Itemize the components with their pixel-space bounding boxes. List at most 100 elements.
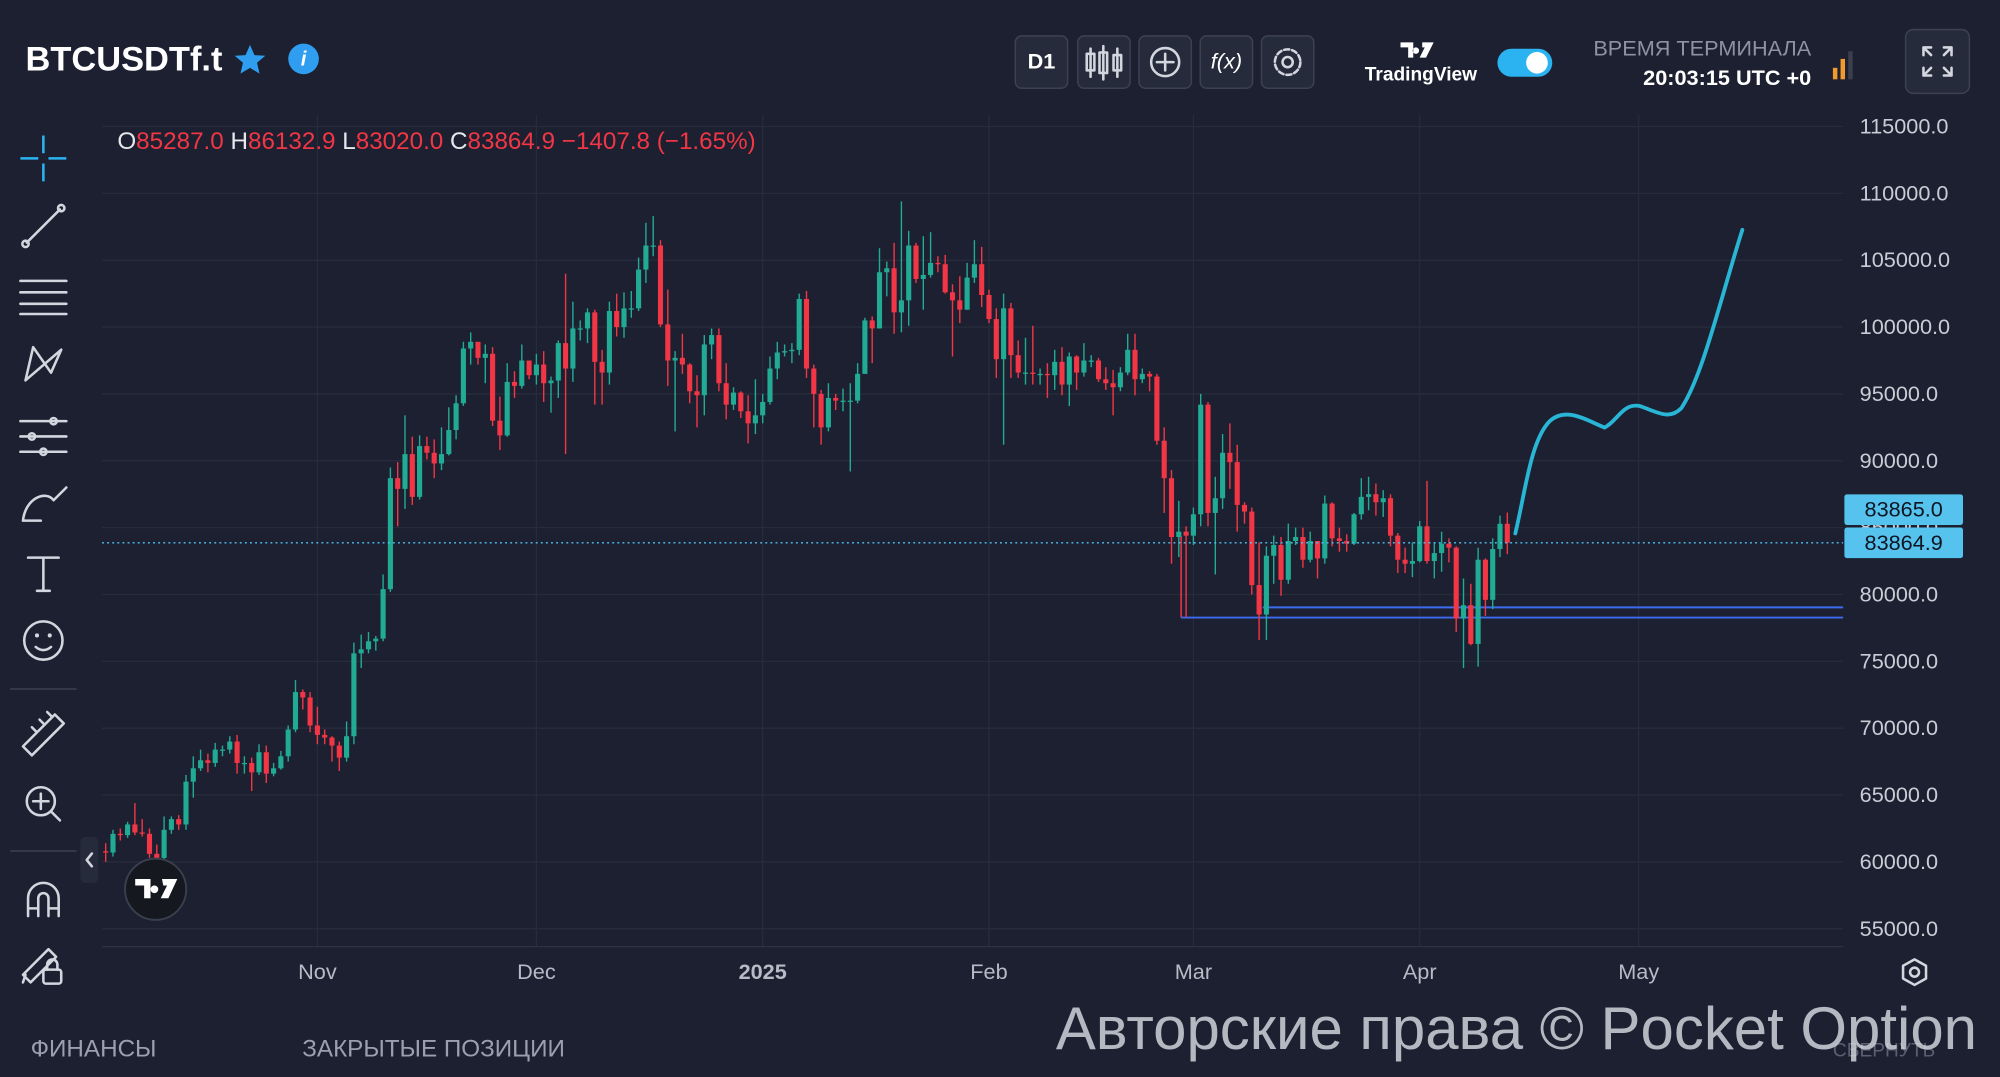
candle-body (146, 833, 153, 854)
axis-settings[interactable] (1901, 958, 1928, 987)
text-tool[interactable] (26, 556, 60, 593)
x-tick-label: Mar (1175, 959, 1212, 984)
candle-body (336, 745, 342, 758)
footer-tab[interactable]: ЗАКРЫТЫЕ ПОЗИЦИИ (302, 1035, 565, 1062)
candle-body (1439, 543, 1445, 554)
candle-body (497, 420, 503, 436)
plot-area (102, 115, 1844, 947)
candle-body (1300, 536, 1306, 560)
x-tick-label: May (1618, 959, 1659, 984)
candle-body (460, 348, 466, 404)
chart-type-button[interactable] (1077, 35, 1131, 90)
candle-body (782, 351, 788, 353)
candle-body (1015, 355, 1021, 373)
candle-body (621, 308, 627, 328)
legend-value: 86132.9 (248, 128, 336, 155)
candle-body (942, 264, 948, 293)
candle-body (935, 262, 941, 265)
candle-body (402, 454, 408, 489)
emoji-tool[interactable] (22, 620, 64, 661)
candle-body (570, 328, 576, 369)
add-indicator-button[interactable] (1138, 35, 1193, 90)
candle-body (1241, 504, 1248, 512)
candle-body (1387, 498, 1394, 536)
candle-body (424, 446, 430, 453)
candle-body (161, 829, 167, 858)
candle-body (526, 360, 532, 376)
lock-tool[interactable] (21, 947, 63, 985)
y-tick-label: 115000.0 (1860, 114, 1949, 139)
indicators-button[interactable]: f(x) (1199, 35, 1254, 90)
legend-gap (555, 128, 562, 155)
candle-body (584, 312, 591, 329)
y-tick-label: 70000.0 (1860, 715, 1938, 740)
symbol[interactable]: BTCUSDTf.t (26, 41, 223, 79)
fullscreen-button[interactable] (1904, 28, 1971, 95)
candle-body (1037, 373, 1043, 376)
left-toolbar (10, 135, 99, 985)
candle-body (789, 349, 795, 352)
fib-tool[interactable] (19, 279, 68, 316)
svg-text:i: i (301, 49, 308, 71)
price-label: 83864.9 (1865, 530, 1943, 555)
magnet-tool[interactable] (26, 881, 60, 918)
zoom-tool[interactable] (25, 785, 62, 822)
candle-body (482, 353, 488, 358)
candle-body (1424, 526, 1430, 562)
favorite-star[interactable] (234, 44, 266, 74)
timeframe: D1 (1028, 48, 1056, 73)
info-icon[interactable]: i (288, 43, 319, 75)
candle-body (730, 392, 737, 405)
y-tick-label: 55000.0 (1860, 916, 1938, 941)
candle-body (365, 641, 372, 650)
candle-body (314, 725, 320, 735)
candle-body (1468, 605, 1474, 644)
prediction-tool[interactable] (19, 416, 68, 457)
brush-tool[interactable] (21, 486, 68, 522)
candle-body (198, 760, 204, 769)
tv-logo[interactable] (124, 857, 188, 921)
x-tick-label: Apr (1403, 959, 1437, 984)
candle-body (227, 741, 233, 750)
candle-body (1008, 308, 1014, 356)
toggle[interactable] (1497, 48, 1553, 77)
y-tick-label: 80000.0 (1860, 581, 1938, 606)
candle-body (716, 335, 722, 384)
candle-body (1322, 503, 1328, 559)
candle-body (738, 392, 744, 412)
candle-body (1198, 404, 1204, 515)
candle-body (1074, 356, 1080, 373)
ruler-tool[interactable] (21, 710, 66, 757)
candle-body (351, 653, 357, 737)
candle-body (833, 397, 839, 401)
price-label-box (1844, 527, 1964, 559)
timeframe-button[interactable]: D1 (1014, 35, 1069, 90)
y-tick-label: 90000.0 (1860, 448, 1938, 473)
collapse-button[interactable]: СВЕРНУТЬ (1833, 1040, 1935, 1061)
crosshair-tool[interactable] (20, 135, 67, 182)
candle-body (869, 320, 875, 329)
candle-body (1475, 559, 1481, 644)
candle-body (825, 397, 831, 428)
pattern-tool[interactable] (24, 345, 63, 382)
candle-body (1395, 535, 1401, 560)
candle-body (292, 692, 299, 730)
y-tick-label: 65000.0 (1860, 782, 1938, 807)
candle-body (249, 762, 255, 773)
trendline-tool[interactable] (21, 203, 66, 249)
settings-button[interactable] (1260, 35, 1315, 90)
candle-body (533, 364, 539, 376)
forecast-drawing[interactable] (1513, 227, 1745, 536)
watermark: Авторские права © Pocket Option (1056, 995, 1977, 1062)
candle-body (628, 308, 634, 310)
candle-body (1022, 372, 1029, 374)
candle-body (219, 749, 226, 751)
collapse-toolbar[interactable] (80, 836, 99, 883)
footer-tab[interactable]: ФИНАНСЫ (31, 1035, 157, 1062)
candle-body (1147, 373, 1153, 377)
candle-body (1132, 349, 1138, 380)
candle-body (278, 756, 284, 769)
candle-body (643, 245, 649, 270)
legend-key: C (450, 128, 468, 155)
